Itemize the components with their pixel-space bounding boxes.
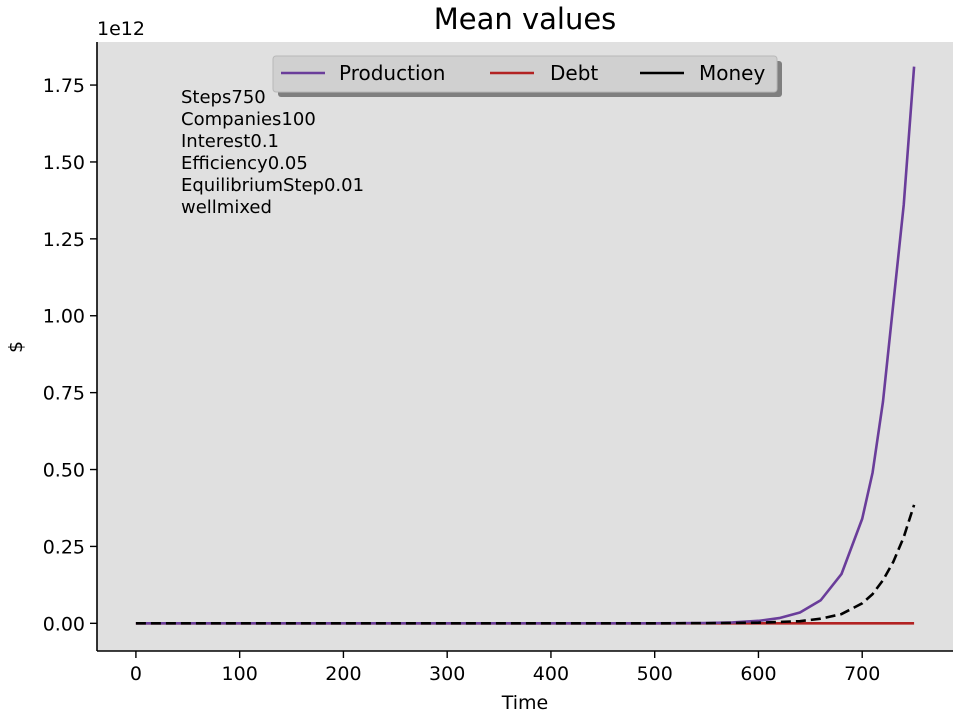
y-axis-label: $ (5, 341, 27, 353)
series-line-money (135, 504, 916, 625)
legend-label: Production (339, 61, 445, 85)
y-tick-label: 1.25 (43, 229, 85, 251)
legend: Production Debt Money (272, 55, 782, 97)
y-tick-label: 0.00 (43, 613, 85, 635)
x-tick-label: 300 (429, 663, 465, 685)
x-tick-label: 500 (637, 663, 673, 685)
plot-area (97, 42, 953, 651)
series-line-production (135, 66, 916, 625)
x-tick-label: 600 (740, 663, 776, 685)
y-axis-offset-label: 1e12 (97, 18, 145, 40)
annotation-line: EquilibriumStep0.01 (181, 175, 364, 196)
annotation-line: Efficiency0.05 (181, 153, 308, 174)
x-axis-ticks: 0 100 200 300 400 500 600 700 (130, 651, 880, 685)
y-tick-label: 1.75 (43, 75, 85, 97)
y-tick-label: 0.75 (43, 383, 85, 405)
annotation-line: Steps750 (181, 87, 266, 108)
x-tick-label: 100 (222, 663, 258, 685)
y-tick-label: 0.25 (43, 536, 85, 558)
legend-label: Money (699, 61, 765, 85)
annotation-line: Interest0.1 (181, 131, 279, 152)
y-tick-label: 0.50 (43, 460, 85, 482)
x-tick-label: 400 (533, 663, 569, 685)
y-axis-ticks: 0.00 0.25 0.50 0.75 1.00 1.25 1.50 1.75 (43, 75, 97, 635)
chart-title: Mean values (434, 2, 617, 36)
parameter-annotations: Steps750Companies100Interest0.1Efficienc… (181, 87, 364, 218)
series-layer (135, 66, 916, 625)
x-tick-label: 700 (844, 663, 880, 685)
annotation-line: wellmixed (181, 197, 272, 218)
y-tick-label: 1.00 (43, 306, 85, 328)
x-tick-label: 200 (325, 663, 361, 685)
annotation-line: Companies100 (181, 109, 316, 130)
legend-label: Debt (550, 61, 598, 85)
y-tick-label: 1.50 (43, 152, 85, 174)
x-axis-label: Time (501, 692, 549, 714)
x-tick-label: 0 (130, 663, 142, 685)
